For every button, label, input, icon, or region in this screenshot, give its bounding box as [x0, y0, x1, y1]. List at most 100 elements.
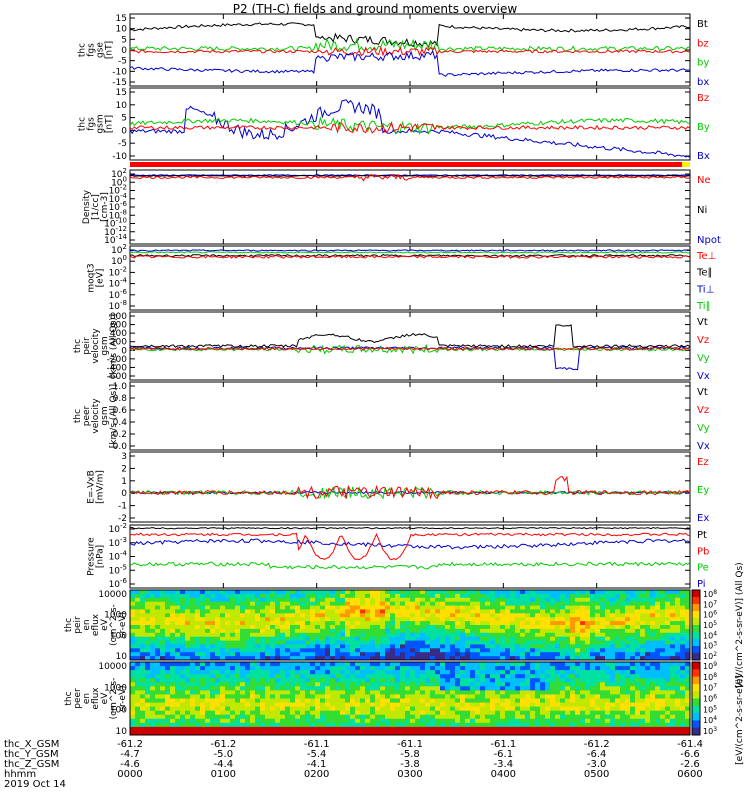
footer-label: hhmm	[4, 769, 37, 780]
colorbar-cell	[692, 637, 700, 640]
x-tick-label: 0200	[303, 769, 330, 780]
y-tick-label: -5	[118, 139, 127, 149]
footer-value: -3.0	[586, 759, 607, 770]
y-tick-label: 100	[110, 705, 127, 715]
colorbar-tick-label: 106	[703, 610, 717, 620]
footer-value: -4.1	[306, 759, 327, 770]
y-tick-label: -10	[112, 152, 127, 162]
y-tick-label: 15	[116, 14, 127, 24]
colorbar-cell	[692, 623, 700, 626]
colorbar-cell	[692, 591, 700, 594]
y-tick-label: 0.6	[113, 406, 128, 416]
legend-Bt: Bt	[697, 19, 708, 30]
colorbar-cell	[692, 682, 700, 685]
y-tick-label: 10-14	[104, 233, 127, 246]
y-tick-label: 0	[121, 489, 127, 499]
footer-value: -61.1	[397, 739, 423, 750]
y-axis-label: Pressure[nPa]	[87, 537, 106, 576]
legend-Ex: Ex	[697, 513, 709, 524]
legend-Vt: Vt	[697, 387, 708, 398]
y-tick-label: 10-10	[104, 217, 127, 230]
colorbar-cell	[692, 714, 700, 718]
colorbar-tick-label: 106	[703, 694, 717, 704]
x-tick-label: 0500	[583, 769, 610, 780]
colorbar-cell	[692, 731, 700, 734]
panel-2: thcfgsgsm[nT]	[78, 87, 691, 161]
footer-value: -61.2	[117, 739, 143, 750]
series-line	[130, 249, 691, 252]
footer-value: -6.6	[680, 749, 700, 760]
y-tick-label: 15	[116, 88, 127, 98]
colorbar-cell	[692, 653, 700, 656]
colorbar-frame	[691, 661, 701, 736]
series-line	[129, 324, 691, 349]
colorbar-tick-label: 103	[703, 641, 717, 651]
colorbar-cell	[692, 656, 700, 659]
heatmap-cells	[130, 662, 691, 736]
colorbar-cell	[692, 609, 700, 612]
series-line	[129, 22, 691, 49]
colorbar-cell	[692, 700, 700, 703]
colorbar-cell	[692, 595, 700, 598]
colorbar-cell	[692, 602, 700, 605]
colorbar-cell	[692, 607, 700, 610]
legend-Ne: Ne	[697, 175, 711, 186]
footer-label: thc_Z_GSM	[4, 759, 60, 770]
colorbar-cell	[692, 671, 700, 674]
y-tick-label: -2	[118, 514, 127, 524]
colorbar-cell	[692, 651, 700, 654]
y-tick-label: -5	[118, 57, 127, 67]
colorbar-cell	[692, 727, 700, 731]
footer-label: thc_Y_GSM	[4, 749, 59, 760]
y-tick-label: 3	[121, 452, 127, 462]
panel-1: thcfgsgse[nT]	[78, 13, 691, 87]
colorbar-cell	[692, 713, 700, 716]
footer-value: -5.8	[400, 749, 420, 760]
y-tick-label: 600	[110, 321, 127, 331]
y-axis-label: thcpeirenefluxeV(cm^2-s-sr-eV)	[64, 604, 128, 646]
panel-7: E=-VxB[mV/m]	[87, 451, 691, 523]
y-tick-label: 0.2	[113, 430, 127, 440]
legend-Bz: Bz	[697, 93, 709, 104]
colorbar-cell	[692, 685, 700, 689]
y-tick-label: 0	[121, 126, 127, 136]
legend-Vz: Vz	[697, 335, 709, 346]
colorbar-cell	[692, 625, 700, 628]
y-axis-label: thcpeirvelocitygsm[km/s (All Qs)]	[73, 314, 119, 378]
colorbar-tick-label: 105	[703, 620, 717, 630]
y-tick-label: 2	[121, 464, 127, 474]
colorbar-tick-label: 104	[703, 715, 717, 725]
colorbar-cell	[692, 633, 700, 636]
colorbar-cell	[692, 619, 700, 622]
colorbar-cell	[692, 683, 700, 687]
x-tick-label: 0400	[490, 769, 517, 780]
panel-3: Density[1/cc][cm-3]	[82, 169, 691, 245]
colorbar-frame	[691, 589, 701, 661]
y-tick-label: 10-4	[109, 277, 128, 290]
y-tick-label: 10	[116, 101, 128, 111]
footer-value: -5.0	[213, 749, 234, 760]
colorbar-cell	[692, 644, 700, 647]
y-tick-label: 1000	[104, 684, 127, 694]
colorbar-units-bottom: [eV/(cm^2-s-sr-eV)]	[735, 675, 745, 765]
footer-date: 2019 Oct 14	[4, 779, 66, 790]
y-tick-label: 10-4	[109, 550, 128, 563]
colorbar-cell	[692, 709, 700, 712]
y-axis-label: moqt3[eV]	[87, 263, 106, 292]
y-tick-label: 1	[121, 477, 127, 487]
footer-label: thc_X_GSM	[4, 739, 60, 750]
legend-Vz: Vz	[697, 405, 709, 416]
y-tick-label: 10-8	[109, 208, 127, 221]
colorbar-cell	[692, 674, 700, 678]
colorbar-cell	[692, 698, 700, 701]
colorbar-cell	[692, 703, 700, 707]
y-tick-label: 10-5	[109, 563, 127, 576]
footer-value: -6.4	[586, 749, 607, 760]
colorbar-cell	[692, 646, 700, 649]
panel-frame	[129, 311, 691, 381]
y-tick-label: 10000	[98, 590, 127, 600]
footer-value: -61.1	[490, 739, 517, 750]
colorbar-cell	[692, 696, 700, 699]
y-tick-label: -200	[107, 355, 128, 365]
y-tick-label: 400	[110, 329, 127, 339]
